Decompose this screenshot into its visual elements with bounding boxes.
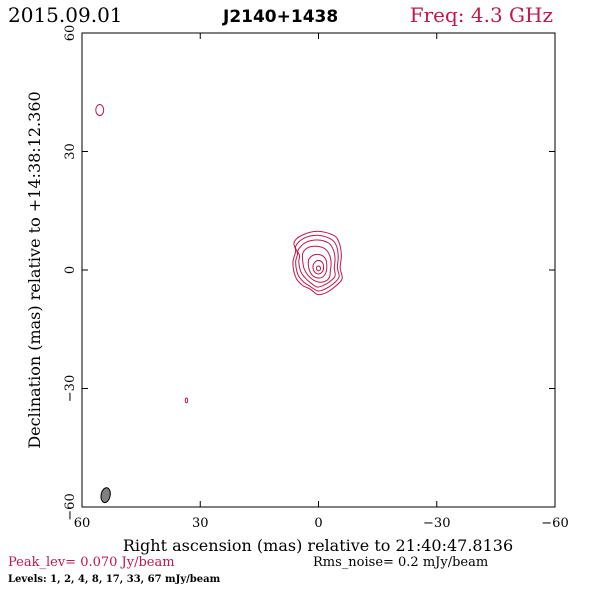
y-tick-label: 30	[63, 143, 78, 160]
y-tick-label: 0	[63, 266, 78, 274]
x-tick-label: −60	[541, 516, 568, 531]
contour-levels: Levels: 1, 2, 4, 8, 17, 33, 67 mJy/beam	[8, 574, 221, 585]
contour-line	[294, 234, 340, 292]
contour-line	[315, 265, 322, 272]
observation-date: 2015.09.01	[8, 3, 123, 27]
y-axis-label: Declination (mas) relative to +14:38:12.…	[25, 91, 44, 448]
frequency-label: Freq: 4.3 GHz	[410, 3, 553, 27]
x-tick-label: 30	[192, 516, 209, 531]
x-tick-labels: 60 30 0 −30 −60	[74, 516, 569, 531]
axis-ticks	[81, 32, 556, 508]
y-tick-label: −30	[63, 375, 78, 402]
x-axis-label: Right ascension (mas) relative to 21:40:…	[123, 536, 513, 555]
plot-frame	[81, 32, 556, 508]
y-tick-label: −60	[63, 493, 78, 520]
source-name: J2140+1438	[222, 7, 338, 27]
contour-line	[292, 230, 343, 296]
contour-line	[95, 103, 105, 117]
contour-line	[301, 245, 332, 283]
contour-line	[184, 397, 189, 404]
contour-line	[297, 239, 336, 288]
rms-noise: Rms_noise= 0.2 mJy/beam	[313, 555, 488, 570]
x-tick-label: −30	[423, 516, 450, 531]
beam-ellipse-shape	[100, 487, 111, 504]
y-tick-labels: −60 −30 0 30 60	[63, 25, 78, 521]
contour-line	[312, 259, 325, 275]
peak-level: Peak_lev= 0.070 Jy/beam	[8, 555, 175, 570]
x-tick-label: 60	[74, 516, 91, 531]
beam-ellipse	[100, 487, 111, 504]
x-tick-label: 0	[314, 516, 322, 531]
contour-line	[307, 253, 328, 279]
y-tick-label: 60	[63, 25, 78, 42]
contour-lines	[95, 103, 343, 404]
